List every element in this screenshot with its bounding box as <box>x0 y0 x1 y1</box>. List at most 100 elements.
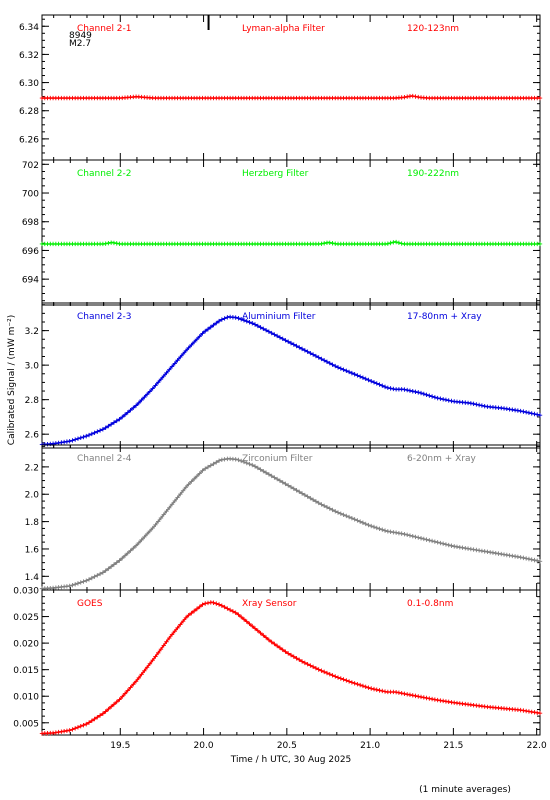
data-point <box>158 646 164 652</box>
data-point <box>468 546 474 552</box>
data-point <box>488 550 493 555</box>
data-point <box>203 328 208 334</box>
data-point <box>393 239 399 245</box>
data-point <box>75 436 81 441</box>
data-point <box>454 544 460 550</box>
x-tick-label: 20.0 <box>194 741 214 751</box>
data-point <box>316 667 321 672</box>
data-point <box>208 463 213 468</box>
data-point <box>460 545 465 550</box>
data-point <box>427 696 432 701</box>
data-point <box>360 375 366 380</box>
data-point <box>158 376 164 382</box>
data-point <box>302 348 308 353</box>
data-point <box>164 508 169 514</box>
data-point <box>327 240 332 245</box>
data-point <box>227 607 233 613</box>
data-point <box>429 538 435 544</box>
data-point <box>191 476 197 482</box>
data-point <box>205 326 211 332</box>
panel-label: Lyman-alpha Filter <box>242 24 325 34</box>
data-point <box>180 351 186 357</box>
data-point <box>67 583 72 589</box>
data-point <box>114 418 119 424</box>
data-point <box>73 582 78 587</box>
data-point <box>167 505 172 510</box>
data-point <box>418 694 424 700</box>
data-point <box>252 464 258 469</box>
data-point <box>266 329 272 334</box>
data-point <box>297 489 302 495</box>
data-point <box>156 519 161 524</box>
y-tick-label: 0.020 <box>13 640 39 650</box>
data-point <box>449 543 454 548</box>
data-point <box>233 315 238 320</box>
data-point <box>418 536 424 541</box>
data-point <box>142 394 147 400</box>
data-point <box>263 635 269 640</box>
data-point <box>424 695 429 701</box>
data-point <box>335 365 341 370</box>
data-point <box>535 558 540 563</box>
data-point <box>261 326 266 331</box>
data-point <box>299 659 305 664</box>
data-point <box>92 574 97 579</box>
data-point <box>476 548 482 553</box>
data-point <box>535 412 540 417</box>
data-point <box>374 381 379 386</box>
data-point <box>352 372 357 377</box>
data-point <box>363 684 368 690</box>
data-point <box>175 625 180 631</box>
data-point <box>507 553 512 558</box>
data-point <box>211 600 216 605</box>
y-tick-label: 0.005 <box>13 719 39 729</box>
data-point <box>341 677 346 682</box>
data-point <box>319 356 324 362</box>
data-point <box>186 613 191 618</box>
data-point <box>338 676 343 681</box>
data-point <box>258 467 263 472</box>
data-point <box>272 641 277 647</box>
y-tick-label: 2.0 <box>25 491 40 501</box>
data-point <box>452 544 457 549</box>
data-point <box>247 461 252 467</box>
data-point <box>222 604 227 610</box>
data-point <box>197 471 202 476</box>
footnote: (1 minute averages) <box>419 785 511 795</box>
data-point <box>305 662 310 667</box>
data-point <box>169 502 175 507</box>
panel-label: Zirconium Filter <box>242 454 313 464</box>
data-point <box>233 610 238 615</box>
y-tick-label: 1.4 <box>25 573 40 583</box>
data-point <box>122 691 128 696</box>
flare-marker-label: M2.7 <box>69 39 91 49</box>
data-point <box>374 525 379 531</box>
data-point <box>407 692 413 698</box>
data-point <box>374 687 379 692</box>
data-point <box>266 637 272 643</box>
data-point <box>172 498 177 504</box>
data-point <box>277 335 283 340</box>
data-point <box>164 370 169 376</box>
data-point <box>117 416 122 422</box>
data-point <box>299 491 305 496</box>
data-point <box>180 618 186 624</box>
panel-label: Channel 2-4 <box>77 454 132 464</box>
data-point <box>537 95 543 101</box>
data-point <box>180 488 186 493</box>
data-point <box>479 548 485 554</box>
data-point <box>418 390 424 396</box>
data-point <box>322 358 327 363</box>
data-point <box>463 545 468 551</box>
data-point <box>316 500 321 506</box>
data-point <box>283 649 288 654</box>
data-point <box>70 438 75 443</box>
data-point <box>216 318 222 324</box>
panel-label: 6-20nm + Xray <box>407 454 477 464</box>
data-point <box>421 695 426 700</box>
data-point <box>117 697 122 702</box>
data-point <box>510 553 515 559</box>
data-point <box>341 367 346 372</box>
data-point <box>144 531 150 537</box>
data-point <box>191 608 197 614</box>
